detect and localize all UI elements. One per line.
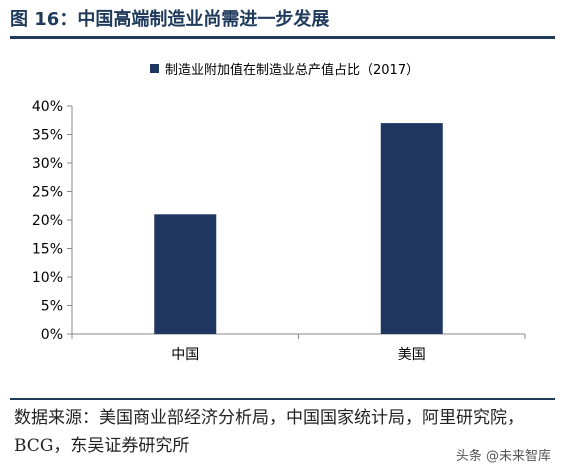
y-tick-label: 35% [32, 128, 63, 144]
y-tick-label: 0% [41, 327, 63, 343]
bar-chart: 0% 5% 10% 15% 20% 25% 30% 35% 40% 中国 美国 [32, 99, 526, 363]
legend-label: 制造业附加值在制造业总产值占比（2017） [165, 62, 420, 78]
y-tick-label: 30% [32, 156, 63, 172]
legend-swatch [150, 63, 159, 73]
y-tick-label: 10% [32, 270, 63, 286]
chart-legend: 制造业附加值在制造业总产值占比（2017） [150, 58, 419, 78]
x-tick-label: 美国 [398, 347, 426, 363]
bar [380, 123, 443, 334]
watermark: 头条 @未来智库 [453, 445, 553, 464]
source-rule [10, 398, 555, 400]
y-tick-label: 15% [32, 242, 63, 258]
watermark-text: 头条 @未来智库 [455, 448, 551, 464]
y-tick-label: 25% [32, 185, 63, 201]
title-rule [10, 36, 555, 39]
figure-title: 图 16：中国高端制造业尚需进一步发展 [10, 9, 330, 30]
bar [154, 214, 217, 334]
y-tick-label: 20% [32, 213, 63, 229]
source-note: 数据来源：美国商业部经济分析局，中国国家统计局，阿里研究院，BCG，东吴证券研究… [14, 408, 524, 456]
y-tick-label: 40% [32, 99, 63, 115]
y-tick-label: 5% [41, 299, 63, 315]
x-tick-label: 中国 [171, 347, 199, 363]
